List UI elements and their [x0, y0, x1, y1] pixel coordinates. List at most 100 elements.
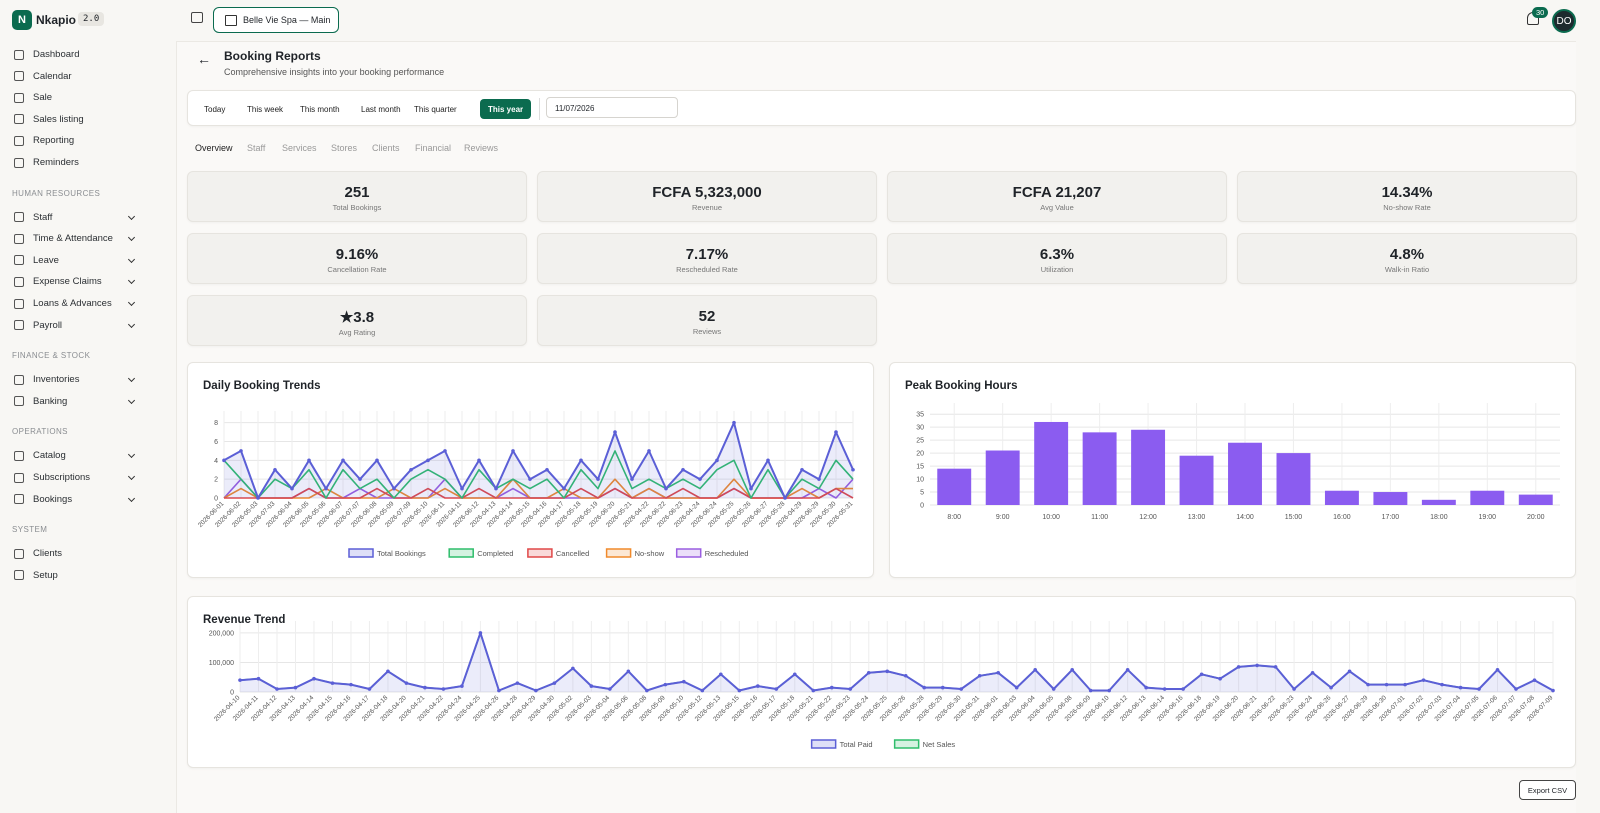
- kpi-label: Avg Rating: [338, 328, 376, 337]
- section-title: OPERATIONS: [12, 427, 68, 437]
- point: [341, 458, 345, 463]
- point: [1051, 687, 1056, 691]
- point: [392, 486, 396, 491]
- filter-button[interactable]: This week: [247, 104, 284, 114]
- point: [1458, 685, 1463, 690]
- point: [885, 669, 890, 674]
- point: [273, 467, 277, 472]
- x-tick-label: 17:00: [1382, 514, 1400, 521]
- point: [528, 477, 532, 481]
- nav-item[interactable]: Inventories: [14, 374, 164, 385]
- tab[interactable]: Staff: [247, 143, 266, 153]
- point: [441, 687, 446, 691]
- kpi-card: 7.17% Rescheduled Rate: [537, 233, 877, 284]
- point: [608, 687, 612, 691]
- y-tick-label: 8: [214, 420, 218, 427]
- point: [358, 477, 362, 481]
- point: [460, 486, 464, 491]
- x-tick-label: 16:00: [1333, 514, 1351, 521]
- bar: [1324, 490, 1359, 505]
- export-button[interactable]: Export CSV: [1519, 780, 1576, 800]
- bar: [1131, 429, 1166, 505]
- nav-item[interactable]: Staff: [14, 212, 164, 223]
- logo: N: [12, 10, 32, 30]
- kpi-label: No-show Rate: [1383, 203, 1431, 212]
- point: [324, 486, 328, 491]
- section-title: HUMAN RESOURCES: [12, 188, 101, 198]
- nav-item[interactable]: Subscriptions: [14, 472, 164, 483]
- line: [224, 487, 854, 499]
- filter-button[interactable]: This quarter: [414, 104, 457, 114]
- kpi-label: Total Bookings: [332, 203, 382, 212]
- point: [290, 486, 294, 491]
- back-button[interactable]: ←: [197, 51, 211, 67]
- filter-button[interactable]: This month: [300, 104, 340, 114]
- point: [494, 486, 498, 491]
- nav-item[interactable]: Leave: [14, 255, 164, 266]
- point: [552, 681, 557, 685]
- nav-item[interactable]: Calendar: [14, 71, 164, 82]
- point: [1403, 682, 1407, 687]
- point: [681, 467, 685, 472]
- point: [1014, 685, 1019, 690]
- date-input[interactable]: 11/07/2026: [546, 97, 678, 118]
- point: [1144, 685, 1148, 690]
- store-selector[interactable]: Belle Vie Spa — Main: [213, 7, 339, 33]
- nav-item[interactable]: Banking: [14, 396, 164, 407]
- nav-item[interactable]: Sales listing: [14, 114, 164, 125]
- point: [1384, 682, 1389, 687]
- filter-bar: Today This week This month Last month This q…: [187, 90, 1576, 126]
- bar: [985, 450, 1020, 505]
- legend-label: Total Bookings: [377, 549, 426, 558]
- filter-button[interactable]: This year: [480, 99, 532, 119]
- point: [834, 430, 838, 434]
- x-tick-label: 12:00: [1139, 514, 1157, 521]
- nav-item[interactable]: Clients: [14, 548, 164, 559]
- tab[interactable]: Clients: [372, 143, 400, 153]
- nav-item[interactable]: Payroll: [14, 320, 164, 331]
- y-tick-label: 6: [214, 439, 218, 446]
- legend-label: Rescheduled: [705, 549, 749, 558]
- sidebar-toggle[interactable]: [191, 12, 203, 23]
- point: [1292, 687, 1296, 691]
- point: [719, 672, 723, 677]
- bar: [1276, 453, 1311, 505]
- filter-button[interactable]: Last month: [361, 104, 401, 114]
- kpi-card: 251 Total Bookings: [187, 171, 527, 222]
- point: [293, 685, 298, 690]
- avatar[interactable]: DO: [1552, 9, 1576, 33]
- tab[interactable]: Stores: [331, 143, 358, 153]
- point: [1532, 678, 1537, 682]
- nav-item[interactable]: Time & Attendance: [14, 233, 164, 244]
- nav-item[interactable]: Bookings: [14, 494, 164, 505]
- nav-item[interactable]: Expense Claims: [14, 276, 164, 287]
- chart-title: Revenue Trend: [203, 614, 286, 626]
- tab[interactable]: Reviews: [464, 143, 499, 153]
- nav-item[interactable]: Catalog: [14, 450, 164, 461]
- filter-button[interactable]: Today: [204, 104, 226, 114]
- bar: [1421, 499, 1456, 505]
- tab[interactable]: Financial: [415, 143, 452, 153]
- point: [545, 467, 549, 472]
- nav-item[interactable]: Dashboard: [14, 49, 164, 60]
- point: [571, 666, 575, 671]
- area: [240, 632, 1553, 692]
- kpi-value: 9.16%: [335, 246, 379, 263]
- nav-item[interactable]: Sale: [14, 92, 164, 103]
- nav-item[interactable]: Loans & Advances: [14, 298, 164, 309]
- line: [223, 450, 854, 499]
- nav-item[interactable]: Reporting: [14, 135, 164, 146]
- point: [1181, 687, 1185, 691]
- point: [1255, 663, 1259, 668]
- tab[interactable]: Services: [282, 143, 317, 153]
- tab[interactable]: Overview: [195, 143, 233, 153]
- legend-swatch: [810, 739, 837, 749]
- page-title: Booking Reports: [224, 49, 321, 63]
- point: [596, 477, 600, 481]
- nav-item[interactable]: Reminders: [14, 157, 164, 168]
- nav-item[interactable]: Setup: [14, 570, 164, 581]
- area: [224, 422, 853, 498]
- point: [1033, 668, 1037, 672]
- page-subtitle: Comprehensive insights into your booking…: [224, 67, 445, 77]
- point: [312, 676, 316, 681]
